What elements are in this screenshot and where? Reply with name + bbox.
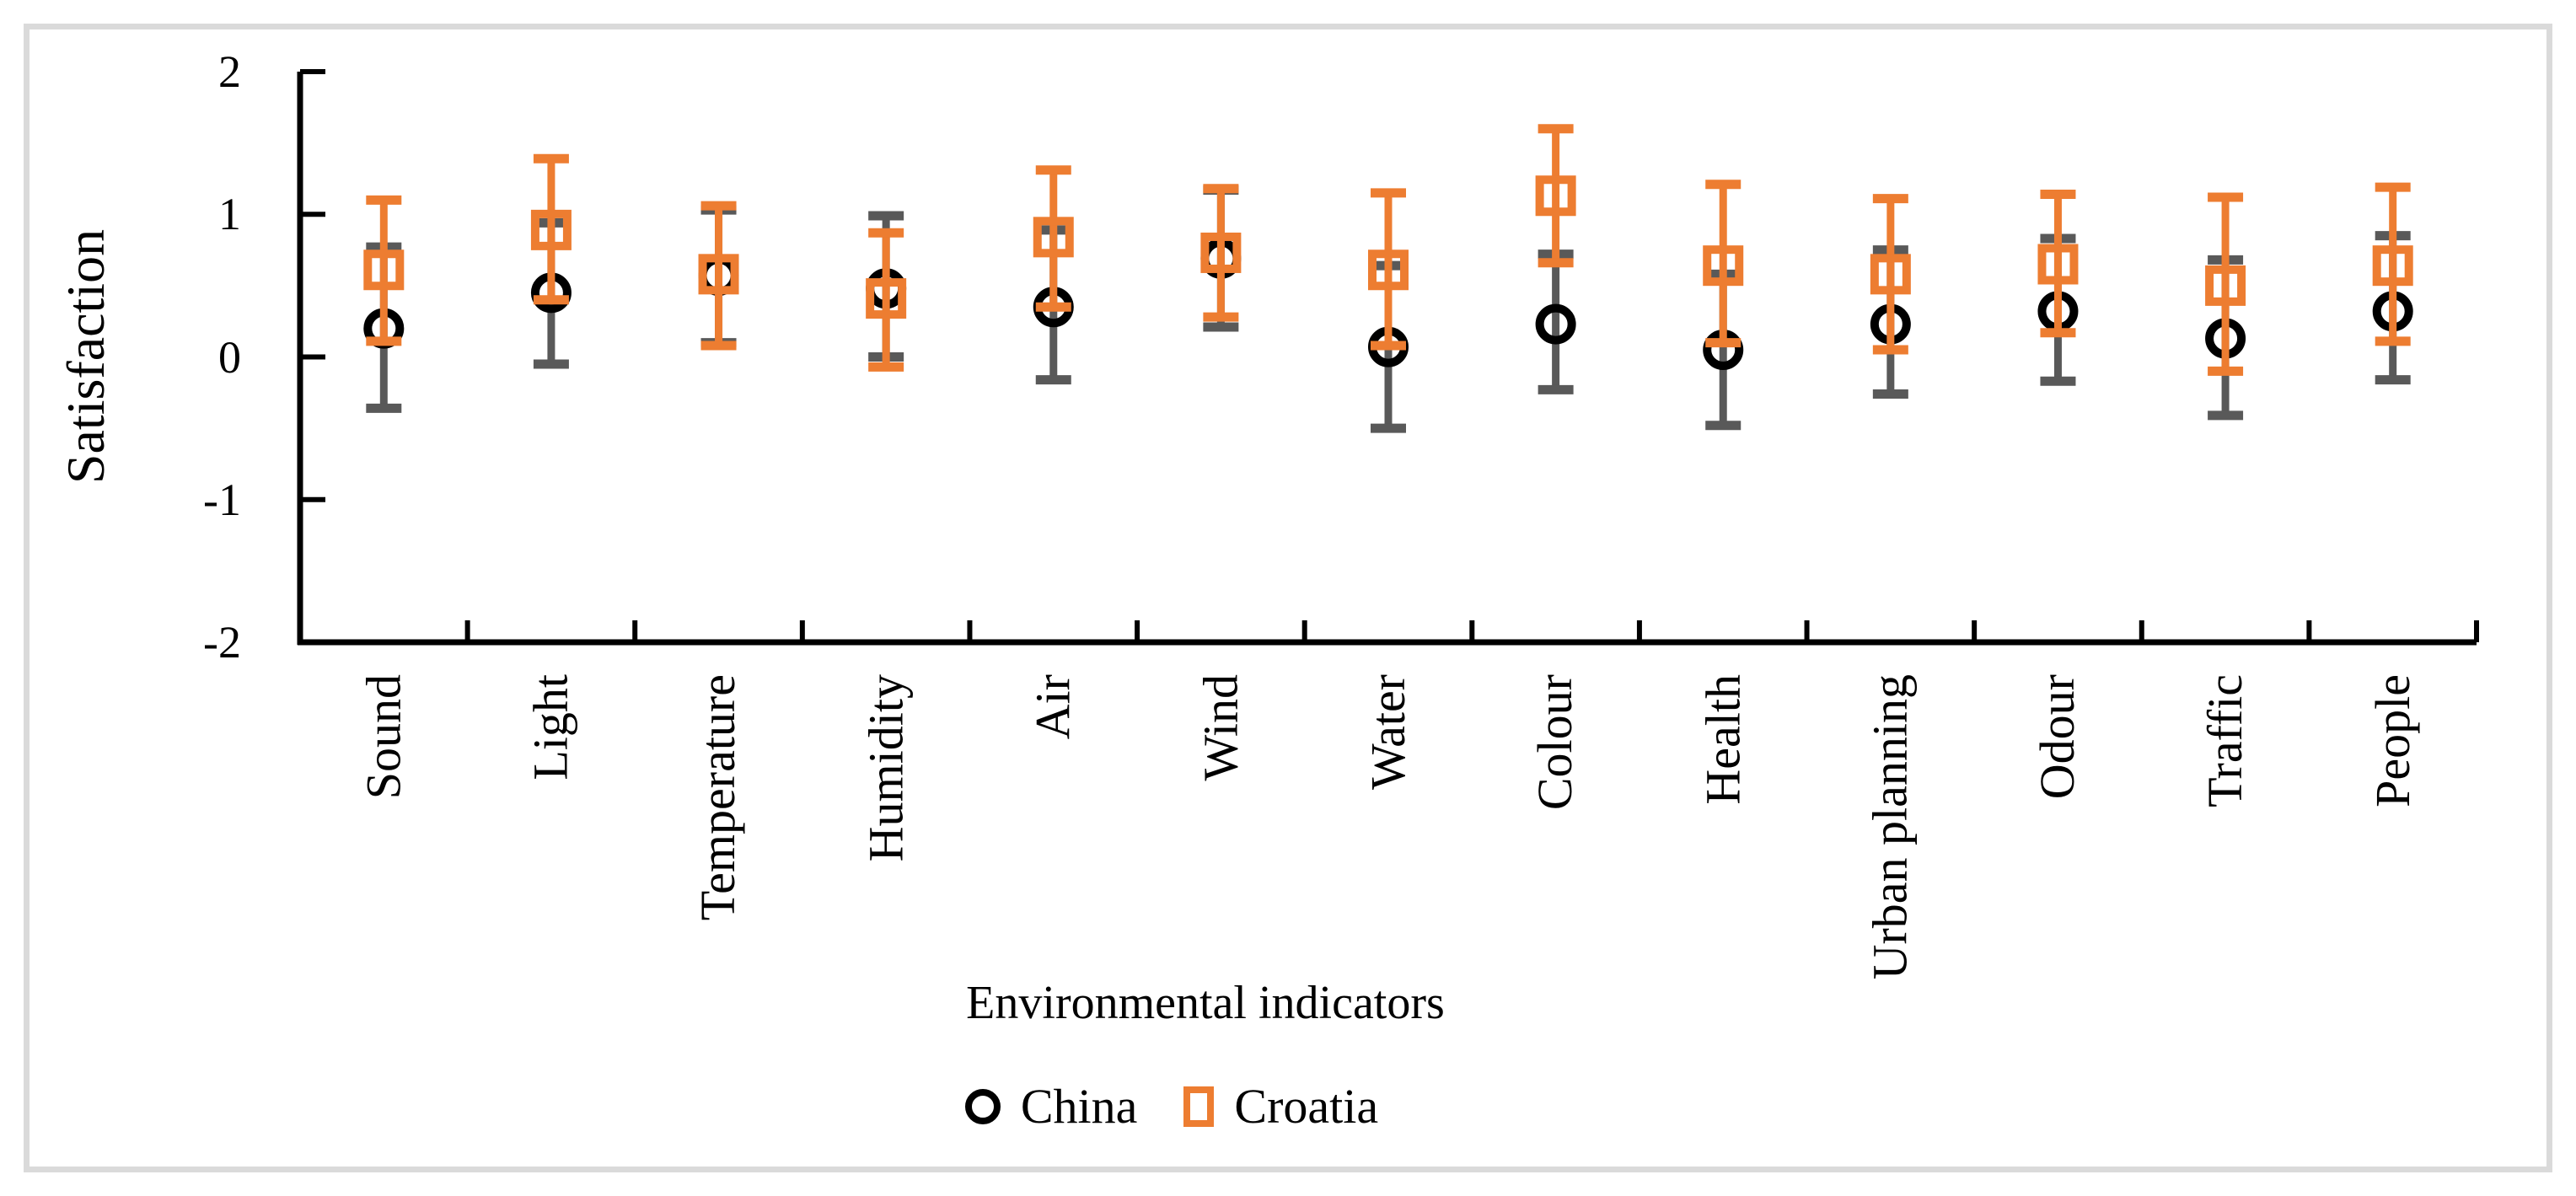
marker-square-Croatia <box>866 278 907 319</box>
x-category-label: Urban planning <box>1862 674 1918 980</box>
marker-square-Croatia <box>2037 244 2079 285</box>
x-category-label: Traffic <box>2198 674 2253 807</box>
marker-square-Croatia <box>530 209 572 250</box>
x-category-label: Wind <box>1193 674 1248 781</box>
x-category-label: Temperature <box>690 674 746 921</box>
x-axis-title: Environmental indicators <box>966 977 1445 1029</box>
marker-square-Croatia <box>1870 254 1911 295</box>
legend-label: Croatia <box>1234 1079 1379 1134</box>
y-tick-label: -1 <box>203 474 241 525</box>
x-category-label: Health <box>1695 674 1751 805</box>
marker-square-Croatia <box>1368 249 1409 291</box>
legend-circle-marker-icon <box>964 1089 1001 1124</box>
y-tick-label: 2 <box>218 46 241 97</box>
x-category-label: Odour <box>2030 674 2085 800</box>
marker-square-Croatia <box>1200 232 1242 273</box>
y-tick-label: 1 <box>218 189 241 240</box>
marker-square-Croatia <box>698 254 739 295</box>
x-category-label: People <box>2364 674 2420 807</box>
x-category-label: Humidity <box>858 674 914 862</box>
marker-square-Croatia <box>1703 245 1744 287</box>
x-category-label: Colour <box>1527 674 1583 811</box>
legend-item-croatia: Croatia <box>1183 1080 1378 1134</box>
marker-square-Croatia <box>2372 245 2413 287</box>
legend-label: China <box>1020 1079 1138 1134</box>
x-category-label: Water <box>1360 674 1415 791</box>
marker-square-Croatia <box>1535 175 1576 217</box>
legend-square-marker-icon <box>1183 1086 1215 1127</box>
marker-square-Croatia <box>363 249 405 291</box>
x-category-label: Light <box>523 674 578 780</box>
marker-circle-China <box>1535 303 1576 345</box>
chart-legend: China Croatia <box>742 1077 1602 1136</box>
y-tick-label: -2 <box>203 617 241 668</box>
marker-square-Croatia <box>1033 217 1074 258</box>
marker-square-Croatia <box>2205 265 2246 306</box>
legend-item-china: China <box>964 1079 1138 1134</box>
y-tick-label: 0 <box>218 331 241 383</box>
x-category-label: Sound <box>356 674 411 800</box>
x-category-label: Air <box>1025 674 1081 740</box>
